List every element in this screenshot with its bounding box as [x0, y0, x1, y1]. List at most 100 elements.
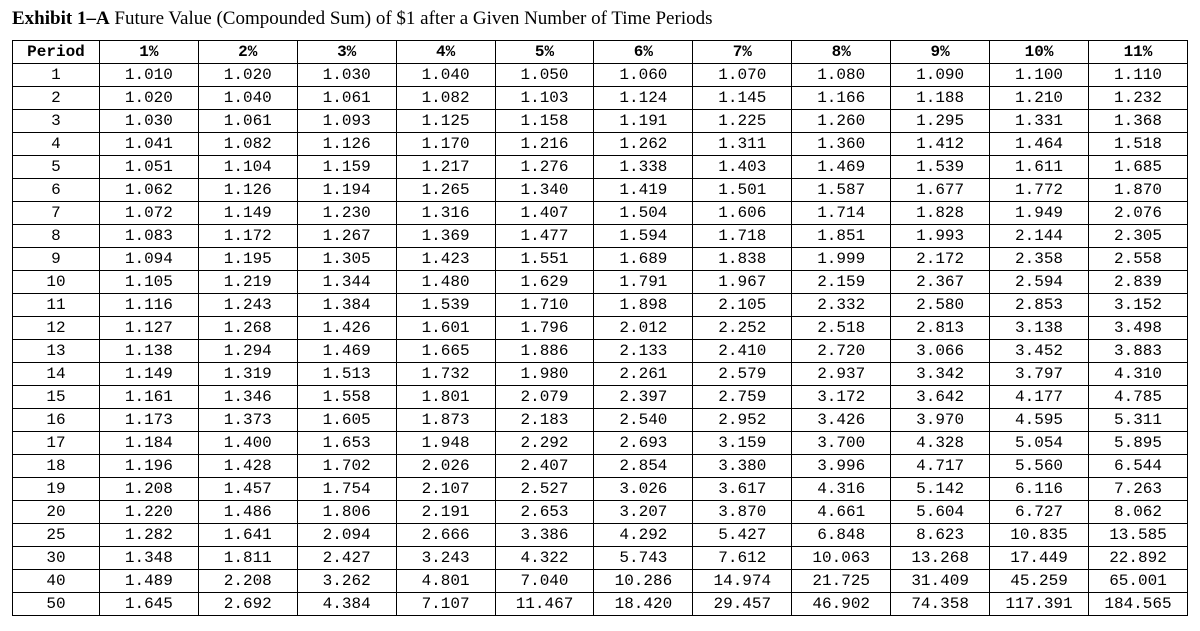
value-cell: 1.020: [99, 87, 198, 110]
value-cell: 3.152: [1088, 294, 1187, 317]
value-cell: 1.232: [1088, 87, 1187, 110]
value-cell: 1.886: [495, 340, 594, 363]
period-cell: 3: [13, 110, 100, 133]
value-cell: 3.172: [792, 386, 891, 409]
value-cell: 1.898: [594, 294, 693, 317]
value-cell: 2.105: [693, 294, 792, 317]
value-cell: 3.452: [990, 340, 1089, 363]
value-cell: 4.384: [297, 593, 396, 616]
value-cell: 1.110: [1088, 64, 1187, 87]
table-row: 401.4892.2083.2624.8017.04010.28614.9742…: [13, 570, 1188, 593]
rate-header: 1%: [99, 41, 198, 64]
value-cell: 1.188: [891, 87, 990, 110]
value-cell: 74.358: [891, 593, 990, 616]
period-header: Period: [13, 41, 100, 64]
value-cell: 1.605: [297, 409, 396, 432]
rate-header: 6%: [594, 41, 693, 64]
value-cell: 1.419: [594, 179, 693, 202]
value-cell: 1.061: [297, 87, 396, 110]
value-cell: 1.070: [693, 64, 792, 87]
value-cell: 1.772: [990, 179, 1089, 202]
rate-header: 7%: [693, 41, 792, 64]
value-cell: 2.720: [792, 340, 891, 363]
period-cell: 18: [13, 455, 100, 478]
period-cell: 16: [13, 409, 100, 432]
value-cell: 1.194: [297, 179, 396, 202]
value-cell: 1.551: [495, 248, 594, 271]
value-cell: 2.580: [891, 294, 990, 317]
value-cell: 21.725: [792, 570, 891, 593]
value-cell: 1.040: [396, 64, 495, 87]
value-cell: 1.126: [198, 179, 297, 202]
value-cell: 10.063: [792, 547, 891, 570]
table-row: 251.2821.6412.0942.6663.3864.2925.4276.8…: [13, 524, 1188, 547]
table-row: 31.0301.0611.0931.1251.1581.1911.2251.26…: [13, 110, 1188, 133]
value-cell: 1.360: [792, 133, 891, 156]
value-cell: 1.412: [891, 133, 990, 156]
value-cell: 1.967: [693, 271, 792, 294]
value-cell: 1.340: [495, 179, 594, 202]
table-row: 51.0511.1041.1591.2171.2761.3381.4031.46…: [13, 156, 1188, 179]
value-cell: 1.041: [99, 133, 198, 156]
table-row: 41.0411.0821.1261.1701.2161.2621.3111.36…: [13, 133, 1188, 156]
value-cell: 22.892: [1088, 547, 1187, 570]
table-row: 141.1491.3191.5131.7321.9802.2612.5792.9…: [13, 363, 1188, 386]
value-cell: 65.001: [1088, 570, 1187, 593]
rate-header: 3%: [297, 41, 396, 64]
period-cell: 40: [13, 570, 100, 593]
value-cell: 46.902: [792, 593, 891, 616]
value-cell: 5.560: [990, 455, 1089, 478]
exhibit-subtitle: Future Value (Compounded Sum) of $1 afte…: [110, 8, 713, 29]
value-cell: 2.518: [792, 317, 891, 340]
value-cell: 1.587: [792, 179, 891, 202]
value-cell: 1.641: [198, 524, 297, 547]
value-cell: 2.183: [495, 409, 594, 432]
value-cell: 1.477: [495, 225, 594, 248]
value-cell: 1.718: [693, 225, 792, 248]
value-cell: 1.331: [990, 110, 1089, 133]
value-cell: 1.384: [297, 294, 396, 317]
value-cell: 1.268: [198, 317, 297, 340]
value-cell: 1.126: [297, 133, 396, 156]
value-cell: 1.629: [495, 271, 594, 294]
rate-header: 4%: [396, 41, 495, 64]
period-cell: 12: [13, 317, 100, 340]
value-cell: 3.026: [594, 478, 693, 501]
value-cell: 1.060: [594, 64, 693, 87]
period-cell: 9: [13, 248, 100, 271]
value-cell: 1.407: [495, 202, 594, 225]
value-cell: 6.544: [1088, 455, 1187, 478]
value-cell: 14.974: [693, 570, 792, 593]
value-cell: 2.133: [594, 340, 693, 363]
period-cell: 10: [13, 271, 100, 294]
value-cell: 1.594: [594, 225, 693, 248]
value-cell: 2.839: [1088, 271, 1187, 294]
value-cell: 2.692: [198, 593, 297, 616]
rate-header: 8%: [792, 41, 891, 64]
table-row: 101.1051.2191.3441.4801.6291.7911.9672.1…: [13, 271, 1188, 294]
value-cell: 4.177: [990, 386, 1089, 409]
value-cell: 1.195: [198, 248, 297, 271]
value-cell: 1.210: [990, 87, 1089, 110]
value-cell: 2.292: [495, 432, 594, 455]
value-cell: 1.051: [99, 156, 198, 179]
exhibit-title: Exhibit 1–A Future Value (Compounded Sum…: [12, 8, 1188, 30]
value-cell: 1.267: [297, 225, 396, 248]
period-cell: 17: [13, 432, 100, 455]
value-cell: 1.145: [693, 87, 792, 110]
value-cell: 1.426: [297, 317, 396, 340]
value-cell: 1.677: [891, 179, 990, 202]
value-cell: 3.498: [1088, 317, 1187, 340]
value-cell: 5.427: [693, 524, 792, 547]
table-body: 11.0101.0201.0301.0401.0501.0601.0701.08…: [13, 64, 1188, 616]
table-row: 121.1271.2681.4261.6011.7962.0122.2522.5…: [13, 317, 1188, 340]
value-cell: 1.319: [198, 363, 297, 386]
value-cell: 2.252: [693, 317, 792, 340]
value-cell: 2.367: [891, 271, 990, 294]
value-cell: 1.138: [99, 340, 198, 363]
period-cell: 50: [13, 593, 100, 616]
rate-header: 2%: [198, 41, 297, 64]
value-cell: 17.449: [990, 547, 1089, 570]
value-cell: 7.612: [693, 547, 792, 570]
value-cell: 1.665: [396, 340, 495, 363]
